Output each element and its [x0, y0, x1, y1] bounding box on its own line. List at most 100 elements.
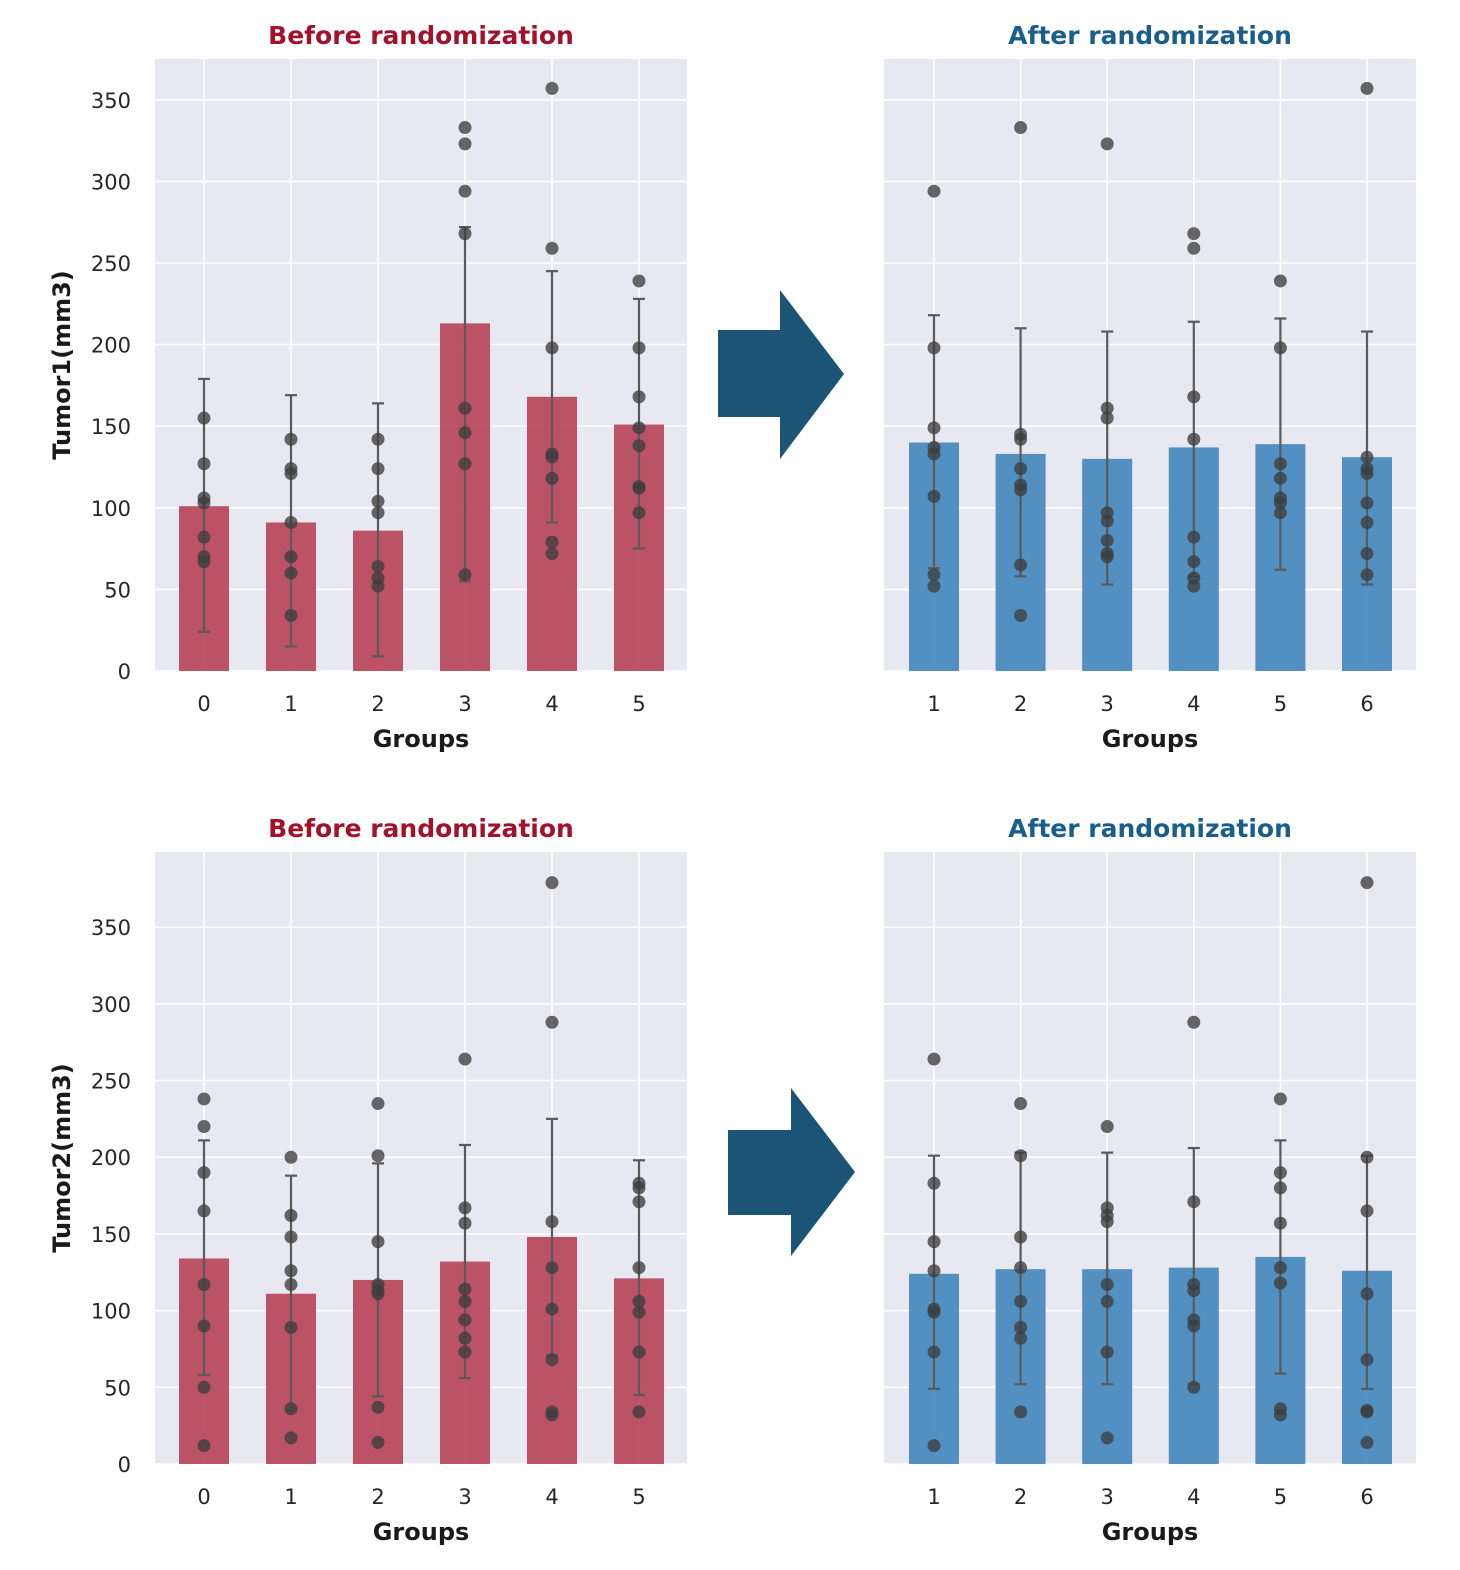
tumor2-before-title: Before randomization	[268, 814, 574, 843]
tumor2-before-data-point	[632, 1195, 646, 1209]
tumor2-after-chart: 1 2 3 4 5 6 After randomization Groups	[884, 814, 1416, 1546]
tumor1-before-data-point	[632, 341, 646, 355]
tumor1-before-ytick-label: 50	[104, 578, 131, 602]
tumor1-before-data-point	[458, 227, 472, 241]
tumor1-before-data-point	[545, 81, 559, 95]
tumor1-after-errorbar-5	[1274, 317, 1287, 571]
tumor1-after-data-point	[1273, 274, 1287, 288]
tumor1-after-xtick-label: 3	[1101, 692, 1114, 716]
tumor2-before-data-point	[545, 1302, 559, 1316]
tumor1-after-data-point	[1273, 496, 1287, 510]
tumor1-before-ytick-label: 150	[91, 415, 131, 439]
tumor2-after-data-point	[1187, 1195, 1201, 1209]
tumor1-before-data-point	[632, 439, 646, 453]
tumor2-after-xtick-label: 3	[1101, 1485, 1114, 1509]
tumor2-after-data-point	[1360, 1150, 1374, 1164]
tumor1-after-data-point	[1273, 341, 1287, 355]
tumor2-after-errorbar-5	[1274, 1139, 1287, 1375]
tumor2-after-data-point	[1100, 1431, 1114, 1445]
tumor1-before-plot-area	[155, 59, 687, 671]
tumor2-before-data-point	[284, 1431, 298, 1445]
tumor2-before-data-point	[632, 1294, 646, 1308]
tumor2-after-data-point	[1360, 876, 1374, 890]
tumor2-before-ytick-label: 100	[91, 1300, 131, 1324]
tumor1-before-data-point	[458, 184, 472, 198]
tumor1-after-data-point	[1187, 555, 1201, 569]
tumor2-before-data-point	[545, 1353, 559, 1367]
tumor1-after-data-point	[1360, 467, 1374, 481]
tumor2-after-data-point	[1014, 1405, 1028, 1419]
tumor2-before-data-point	[284, 1402, 298, 1416]
tumor1-before-chart: 0 50 100 150 200 250 300 350 0 1 2 3 4 5 Before random…	[48, 21, 687, 753]
tumor2-before-data-point	[371, 1149, 385, 1163]
tumor2-before-data-point	[545, 1408, 559, 1422]
tumor2-before-data-point	[197, 1439, 211, 1453]
tumor1-after-data-point	[1360, 515, 1374, 529]
tumor2-before-data-point	[632, 1345, 646, 1359]
tumor1-before-data-point	[545, 241, 559, 255]
tumor1-before-ytick-label: 350	[91, 89, 131, 113]
tumor2-after-data-point	[1360, 1287, 1374, 1301]
tumor1-after-chart: 1 2 3 4 5 6 After randomization Groups	[884, 21, 1416, 753]
tumor2-after-data-point	[1100, 1278, 1114, 1292]
tumor1-before-data-point	[284, 467, 298, 481]
tumor1-after-data-point	[1014, 558, 1028, 572]
tumor1-after-data-point	[1100, 137, 1114, 151]
tumor2-before-data-point	[284, 1230, 298, 1244]
tumor2-after-data-point	[927, 1052, 941, 1066]
tumor1-before-data-point	[458, 121, 472, 135]
tumor1-before-ytick-label: 0	[118, 660, 131, 684]
tumor2-after-data-point	[1100, 1215, 1114, 1229]
tumor2-after-data-point	[1187, 1015, 1201, 1029]
tumor2-before-data-point	[284, 1264, 298, 1278]
tumor2-before-data-point	[632, 1261, 646, 1275]
tumor2-after-data-point	[1273, 1216, 1287, 1230]
tumor2-after-title: After randomization	[1008, 814, 1292, 843]
tumor1-before-xtick-label: 1	[284, 692, 297, 716]
tumor1-after-title: After randomization	[1008, 21, 1292, 50]
tumor1-after-data-point	[927, 184, 941, 198]
tumor2-after-data-point	[927, 1176, 941, 1190]
tumor2-after-data-point	[1273, 1166, 1287, 1180]
tumor2-after-data-point	[1014, 1331, 1028, 1345]
tumor1-after-data-point	[1187, 579, 1201, 593]
tumor1-after-data-point	[1273, 506, 1287, 520]
tumor2-after-data-point	[1100, 1120, 1114, 1134]
tumor1-before-data-point	[284, 566, 298, 580]
tumor1-before-ytick-label: 300	[91, 170, 131, 194]
tumor2-before-data-point	[545, 1261, 559, 1275]
tumor1-before-data-point	[545, 471, 559, 485]
tumor1-after-data-point	[927, 568, 941, 582]
tumor2-before-errorbar-0	[198, 1139, 210, 1377]
tumor2-before-data-point	[632, 1405, 646, 1419]
tumor2-after-data-point	[1273, 1092, 1287, 1106]
tumor2-before-data-point	[371, 1400, 385, 1414]
tumor1-after-data-point	[1014, 432, 1028, 446]
tumor2-before-ytick-label: 50	[104, 1376, 131, 1400]
tumor2-before-chart: 0 50 100 150 200 250 300 350 0 1 2 3 4 5 Before random…	[48, 814, 687, 1546]
tumor1-before-ylabel: Tumor1(mm3)	[48, 270, 76, 460]
tumor1-after-data-point	[1273, 457, 1287, 471]
tumor2-after-xtick-label: 6	[1360, 1485, 1373, 1509]
tumor1-before-data-point	[458, 568, 472, 582]
tumor1-before-ytick-label: 200	[91, 334, 131, 358]
tumor2-before-data-point	[632, 1305, 646, 1319]
tumor1-after-data-point	[1360, 81, 1374, 95]
tumor1-before-xtick-label: 2	[371, 692, 384, 716]
tumor1-after-data-point	[1273, 471, 1287, 485]
tumor2-after-data-point	[1187, 1319, 1201, 1333]
tumor2-after-data-point	[1187, 1380, 1201, 1394]
tumor2-after-data-point	[1100, 1345, 1114, 1359]
tumor1-before-title: Before randomization	[268, 21, 574, 50]
tumor1-after-xtick-label: 4	[1187, 692, 1200, 716]
tumor1-after-data-point	[1187, 390, 1201, 404]
tumor1-after-xtick-label: 6	[1360, 692, 1373, 716]
tumor1-after-data-point	[927, 579, 941, 593]
tumor2-before-data-point	[545, 876, 559, 890]
tumor2-before-data-point	[458, 1294, 472, 1308]
tumor1-after-data-point	[1014, 609, 1028, 623]
tumor2-before-data-point	[284, 1278, 298, 1292]
tumor1-after-data-point	[1100, 411, 1114, 425]
tumor1-before-data-point	[632, 274, 646, 288]
tumor2-before-xtick-label: 2	[371, 1485, 384, 1509]
